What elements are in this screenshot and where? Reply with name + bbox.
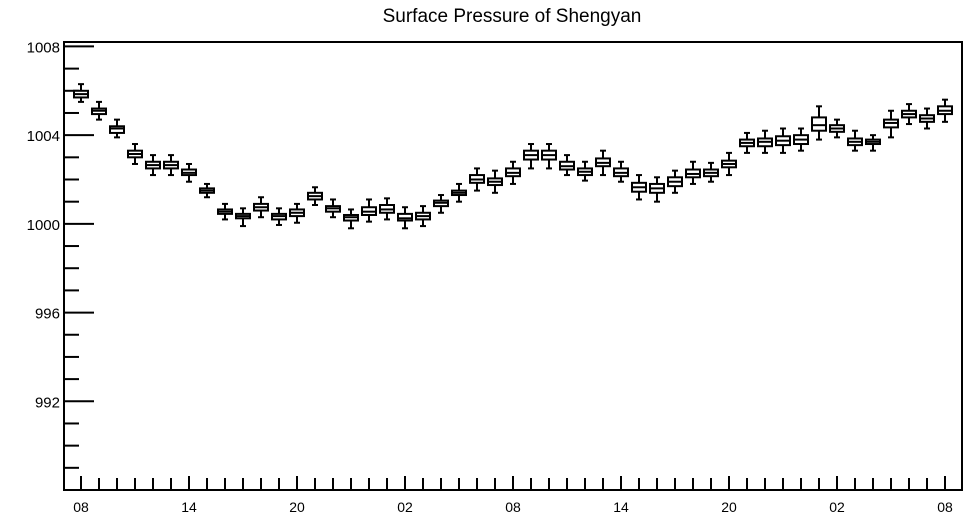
y-tick-label: 1000 bbox=[27, 217, 60, 234]
box-plot-item bbox=[127, 143, 143, 165]
box-plot-item bbox=[883, 109, 899, 139]
box-plot-item bbox=[505, 160, 521, 185]
box-plot-item bbox=[217, 202, 233, 221]
box-plot-item bbox=[613, 160, 629, 183]
box-plot-item bbox=[901, 103, 917, 126]
box-plot-item bbox=[379, 197, 395, 221]
box-plot-item bbox=[703, 161, 719, 183]
box-plot-item bbox=[487, 169, 503, 194]
box-plot-item bbox=[397, 206, 413, 230]
box-body bbox=[397, 212, 413, 222]
x-tick-label: 02 bbox=[397, 499, 413, 515]
box-plot-item bbox=[829, 118, 845, 139]
box-plot-item bbox=[811, 105, 827, 141]
box-plot-item bbox=[721, 151, 737, 177]
plot-frame bbox=[63, 41, 963, 491]
chart-title: Surface Pressure of Shengyan bbox=[383, 6, 642, 27]
box-plot-item bbox=[199, 182, 215, 199]
box-plot-item bbox=[919, 107, 935, 130]
box-plot-item bbox=[685, 160, 701, 185]
x-tick-label: 08 bbox=[505, 499, 521, 515]
x-axis: 08 14 20 02 08 14 20 02 08 bbox=[73, 476, 953, 515]
y-axis: 992 996 1000 1004 1008 bbox=[27, 39, 94, 491]
box-plot-item bbox=[145, 154, 161, 177]
y-tick-label: 1004 bbox=[27, 128, 60, 145]
box-plot-item bbox=[595, 149, 611, 177]
x-tick-label: 20 bbox=[721, 499, 737, 515]
box-plot-item bbox=[667, 169, 683, 194]
box-plot-item bbox=[271, 207, 287, 226]
box-plot-item bbox=[937, 98, 953, 123]
x-tick-label: 02 bbox=[829, 499, 845, 515]
box-plot-item bbox=[109, 118, 125, 139]
box-plot-item bbox=[793, 127, 809, 152]
y-tick-label: 1008 bbox=[27, 39, 60, 56]
x-tick-label: 20 bbox=[289, 499, 305, 515]
x-tick-label: 14 bbox=[181, 499, 197, 515]
box-plot-item bbox=[343, 208, 359, 230]
box-plot-item bbox=[433, 194, 449, 214]
box-plot-item bbox=[325, 198, 341, 219]
y-tick-label: 996 bbox=[35, 306, 60, 323]
box-plot-item bbox=[361, 198, 377, 223]
box-plot-item bbox=[415, 205, 431, 228]
y-tick-label: 992 bbox=[35, 394, 60, 411]
box-plot-item bbox=[775, 127, 791, 154]
box-plot-item bbox=[451, 182, 467, 203]
box-plot-item bbox=[73, 83, 89, 103]
box-plot-item bbox=[649, 176, 665, 203]
box-plot-item bbox=[289, 202, 305, 224]
box-plot-item bbox=[559, 154, 575, 177]
box-plot-item bbox=[631, 174, 647, 201]
box-series bbox=[73, 83, 953, 230]
box-plot-item bbox=[739, 131, 755, 154]
box-plot-item bbox=[757, 129, 773, 154]
x-tick-label: 08 bbox=[73, 499, 89, 515]
box-plot-item bbox=[847, 129, 863, 152]
box-plot-item bbox=[523, 143, 539, 170]
box-plot-item bbox=[865, 134, 881, 152]
box-plot-item bbox=[307, 186, 323, 207]
box-plot-item bbox=[253, 196, 269, 219]
box-plot-item bbox=[91, 100, 107, 121]
box-body bbox=[811, 116, 827, 132]
box-plot-item bbox=[163, 154, 179, 177]
x-tick-label: 08 bbox=[937, 499, 953, 515]
box-plot-item bbox=[541, 143, 557, 170]
box-plot-item bbox=[577, 160, 593, 182]
box-plot-item bbox=[469, 167, 485, 192]
box-plot-item bbox=[235, 207, 251, 228]
box-plot-item bbox=[181, 162, 197, 183]
x-tick-label: 14 bbox=[613, 499, 629, 515]
box-body bbox=[109, 125, 125, 134]
